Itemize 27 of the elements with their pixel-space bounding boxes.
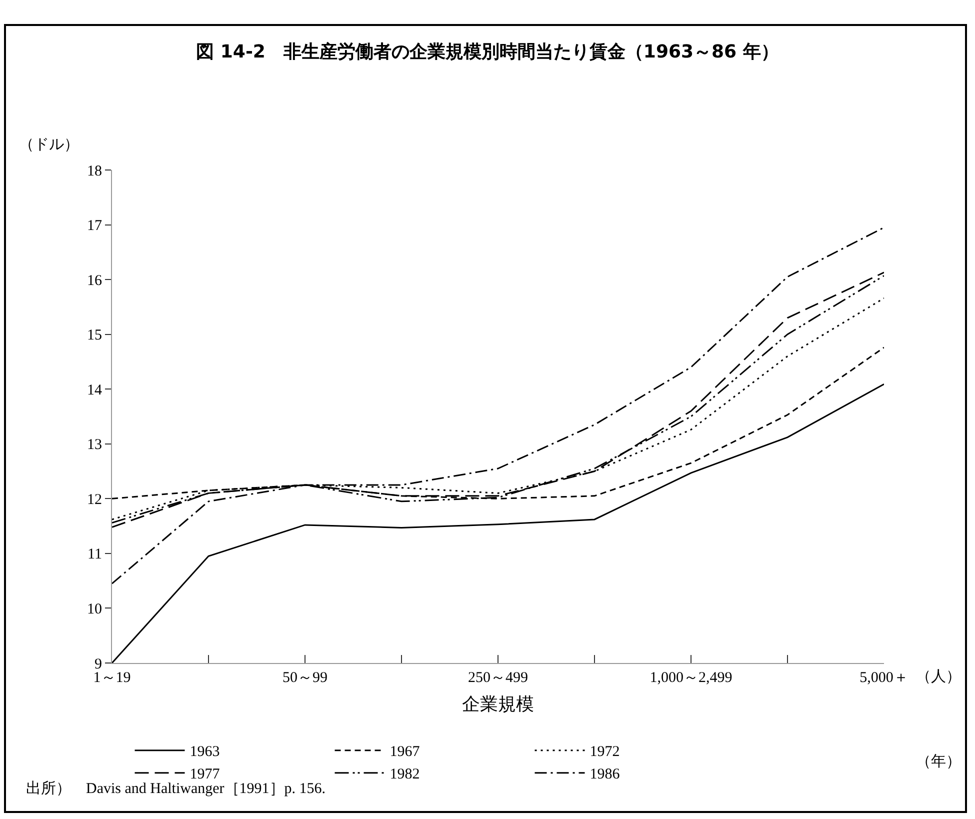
y-axis-title: （ドル）	[19, 137, 79, 153]
x-tick-label: 1,000～2,499	[650, 670, 732, 686]
legend-label: 1972	[590, 744, 620, 760]
legend-label: 1982	[390, 766, 420, 783]
y-tick-label: 10	[87, 601, 102, 618]
x-tick-label: 50～99	[282, 670, 328, 686]
y-tick-label: 15	[87, 328, 102, 344]
legend-label: 1963	[190, 744, 220, 760]
x-axis-title: 企業規模	[462, 694, 534, 714]
text: （人）	[916, 669, 961, 685]
text: （年）	[916, 753, 961, 770]
text: 出所） Davis and Haltiwanger［1991］p. 156.	[26, 780, 326, 797]
x-tick-label: 5,000＋	[860, 670, 908, 686]
chart-title: 図 14-2 非生産労働者の企業規模別時間当たり賃金（1963～86 年）	[196, 42, 779, 63]
y-tick-label: 9	[94, 656, 102, 672]
y-tick-label: 14	[87, 382, 102, 398]
legend-label: 1967	[390, 744, 420, 760]
y-tick-label: 17	[87, 218, 102, 234]
y-tick-label: 13	[87, 437, 102, 454]
y-tick-label: 16	[87, 272, 102, 289]
legend-label: 1986	[590, 766, 620, 783]
x-tick-label: 1～19	[93, 670, 131, 686]
legend-label: 1977	[190, 766, 220, 783]
x-tick-label: 250～499	[468, 670, 528, 686]
y-tick-label: 18	[87, 163, 102, 180]
y-tick-label: 11	[88, 546, 102, 563]
y-tick-label: 12	[87, 492, 102, 508]
